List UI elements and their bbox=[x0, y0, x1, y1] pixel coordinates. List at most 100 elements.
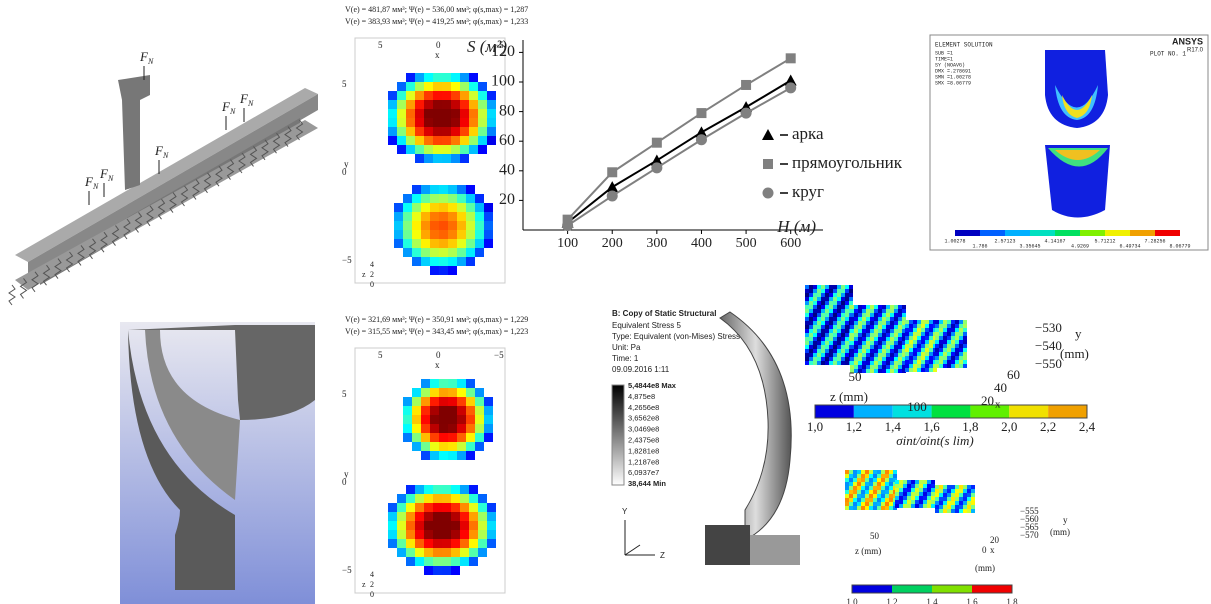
scatter-cell bbox=[813, 341, 817, 345]
colorbar-label: 1,0 bbox=[846, 597, 858, 604]
scatter-cell bbox=[866, 309, 870, 313]
scatter-cell bbox=[865, 478, 869, 482]
scatter-cell bbox=[909, 344, 913, 348]
scatter-cell bbox=[967, 505, 971, 509]
heat-cell bbox=[388, 136, 397, 145]
scatter-cell bbox=[955, 493, 959, 497]
scatter-cell bbox=[878, 309, 882, 313]
heat-cell bbox=[457, 212, 466, 221]
scatter-cell bbox=[929, 364, 933, 368]
scatter-cell bbox=[947, 509, 951, 513]
axis-unit: (mm) bbox=[975, 563, 995, 573]
scatter-cell bbox=[805, 341, 809, 345]
heat-cell bbox=[466, 451, 475, 460]
scatter-cell bbox=[931, 484, 935, 488]
scatter-cell bbox=[817, 349, 821, 353]
scale-label: 1.786 bbox=[972, 243, 987, 249]
scatter-cell bbox=[825, 313, 829, 317]
scatter-cell bbox=[821, 349, 825, 353]
scatter-cell bbox=[865, 494, 869, 498]
scatter-cell bbox=[866, 333, 870, 337]
scatter-cell bbox=[850, 321, 854, 325]
heat-cell bbox=[469, 109, 478, 118]
scatter-cell bbox=[905, 332, 909, 336]
y-tick-label: −570 bbox=[1020, 530, 1039, 540]
heat-cell bbox=[394, 203, 403, 212]
scatter-cell bbox=[878, 313, 882, 317]
heat-cell bbox=[388, 118, 397, 127]
scatter-cell bbox=[929, 328, 933, 332]
scatter-cell bbox=[943, 344, 947, 348]
heat-cell bbox=[406, 494, 415, 503]
scatter-cell bbox=[878, 337, 882, 341]
scatter-cell bbox=[939, 501, 943, 505]
heat-cell bbox=[430, 230, 439, 239]
scatter-cell bbox=[845, 490, 849, 494]
scatter-cell bbox=[821, 297, 825, 301]
legend-label: арка bbox=[792, 124, 824, 143]
scatter-cell bbox=[959, 489, 963, 493]
heat-cell bbox=[451, 548, 460, 557]
scatter-cell bbox=[841, 349, 845, 353]
scatter-cell bbox=[825, 285, 829, 289]
scatter-cell bbox=[886, 357, 890, 361]
heat-cell bbox=[388, 109, 397, 118]
scatter-cell bbox=[837, 293, 841, 297]
scatter-cell bbox=[845, 486, 849, 490]
scatter-cell bbox=[898, 317, 902, 321]
force-subscript: N bbox=[107, 174, 114, 183]
scatter-cell bbox=[935, 509, 939, 513]
scatter-cell bbox=[951, 328, 955, 332]
scatter-cell bbox=[849, 289, 853, 293]
heat-cell bbox=[442, 512, 451, 521]
scatter-cell bbox=[943, 509, 947, 513]
heat-cell bbox=[466, 442, 475, 451]
scatter-cell bbox=[955, 352, 959, 356]
scatter-cell bbox=[866, 329, 870, 333]
heat-cell bbox=[433, 127, 442, 136]
heat-cell bbox=[415, 539, 424, 548]
scatter-cell bbox=[866, 337, 870, 341]
scatter-cell bbox=[971, 485, 975, 489]
scatter-cell bbox=[959, 497, 963, 501]
x-tick-label: 100 bbox=[557, 236, 578, 251]
heat-cell bbox=[388, 127, 397, 136]
scatter-cell bbox=[805, 289, 809, 293]
x-tick-label: 500 bbox=[736, 236, 757, 251]
scatter-cell bbox=[931, 492, 935, 496]
scatter-cell bbox=[943, 324, 947, 328]
scatter-cell bbox=[849, 502, 853, 506]
scatter-cell bbox=[917, 332, 921, 336]
heat-cell bbox=[475, 433, 484, 442]
scatter-cell bbox=[955, 356, 959, 360]
scatter-cell bbox=[886, 305, 890, 309]
scatter-cell bbox=[943, 489, 947, 493]
scatter-cell bbox=[825, 361, 829, 365]
scatter-cell bbox=[935, 352, 939, 356]
scatter-cell bbox=[963, 324, 967, 328]
heat-cell bbox=[388, 512, 397, 521]
scatter-cell bbox=[909, 356, 913, 360]
scatter-cell bbox=[890, 309, 894, 313]
heat-cell bbox=[469, 145, 478, 154]
scatter-cell bbox=[805, 293, 809, 297]
scatter-cell bbox=[947, 485, 951, 489]
scatter-cell bbox=[877, 474, 881, 478]
scatter-cell bbox=[805, 313, 809, 317]
colorbar-cell bbox=[932, 405, 971, 418]
scatter-cell bbox=[907, 480, 911, 484]
scatter-cell bbox=[955, 348, 959, 352]
heat-cell bbox=[451, 485, 460, 494]
scatter-cell bbox=[882, 333, 886, 337]
heat-cell bbox=[421, 248, 430, 257]
rail-drawing bbox=[15, 75, 318, 290]
heat-cell bbox=[475, 442, 484, 451]
heat-cell bbox=[487, 503, 496, 512]
heat-cell bbox=[469, 530, 478, 539]
scatter-cell bbox=[929, 320, 933, 324]
scatter-cell bbox=[874, 305, 878, 309]
colorbar-label: 1,6 bbox=[966, 597, 978, 604]
scatter-cell bbox=[837, 349, 841, 353]
scatter-cell bbox=[837, 301, 841, 305]
scale-label: 1,8281e8 bbox=[628, 446, 659, 455]
